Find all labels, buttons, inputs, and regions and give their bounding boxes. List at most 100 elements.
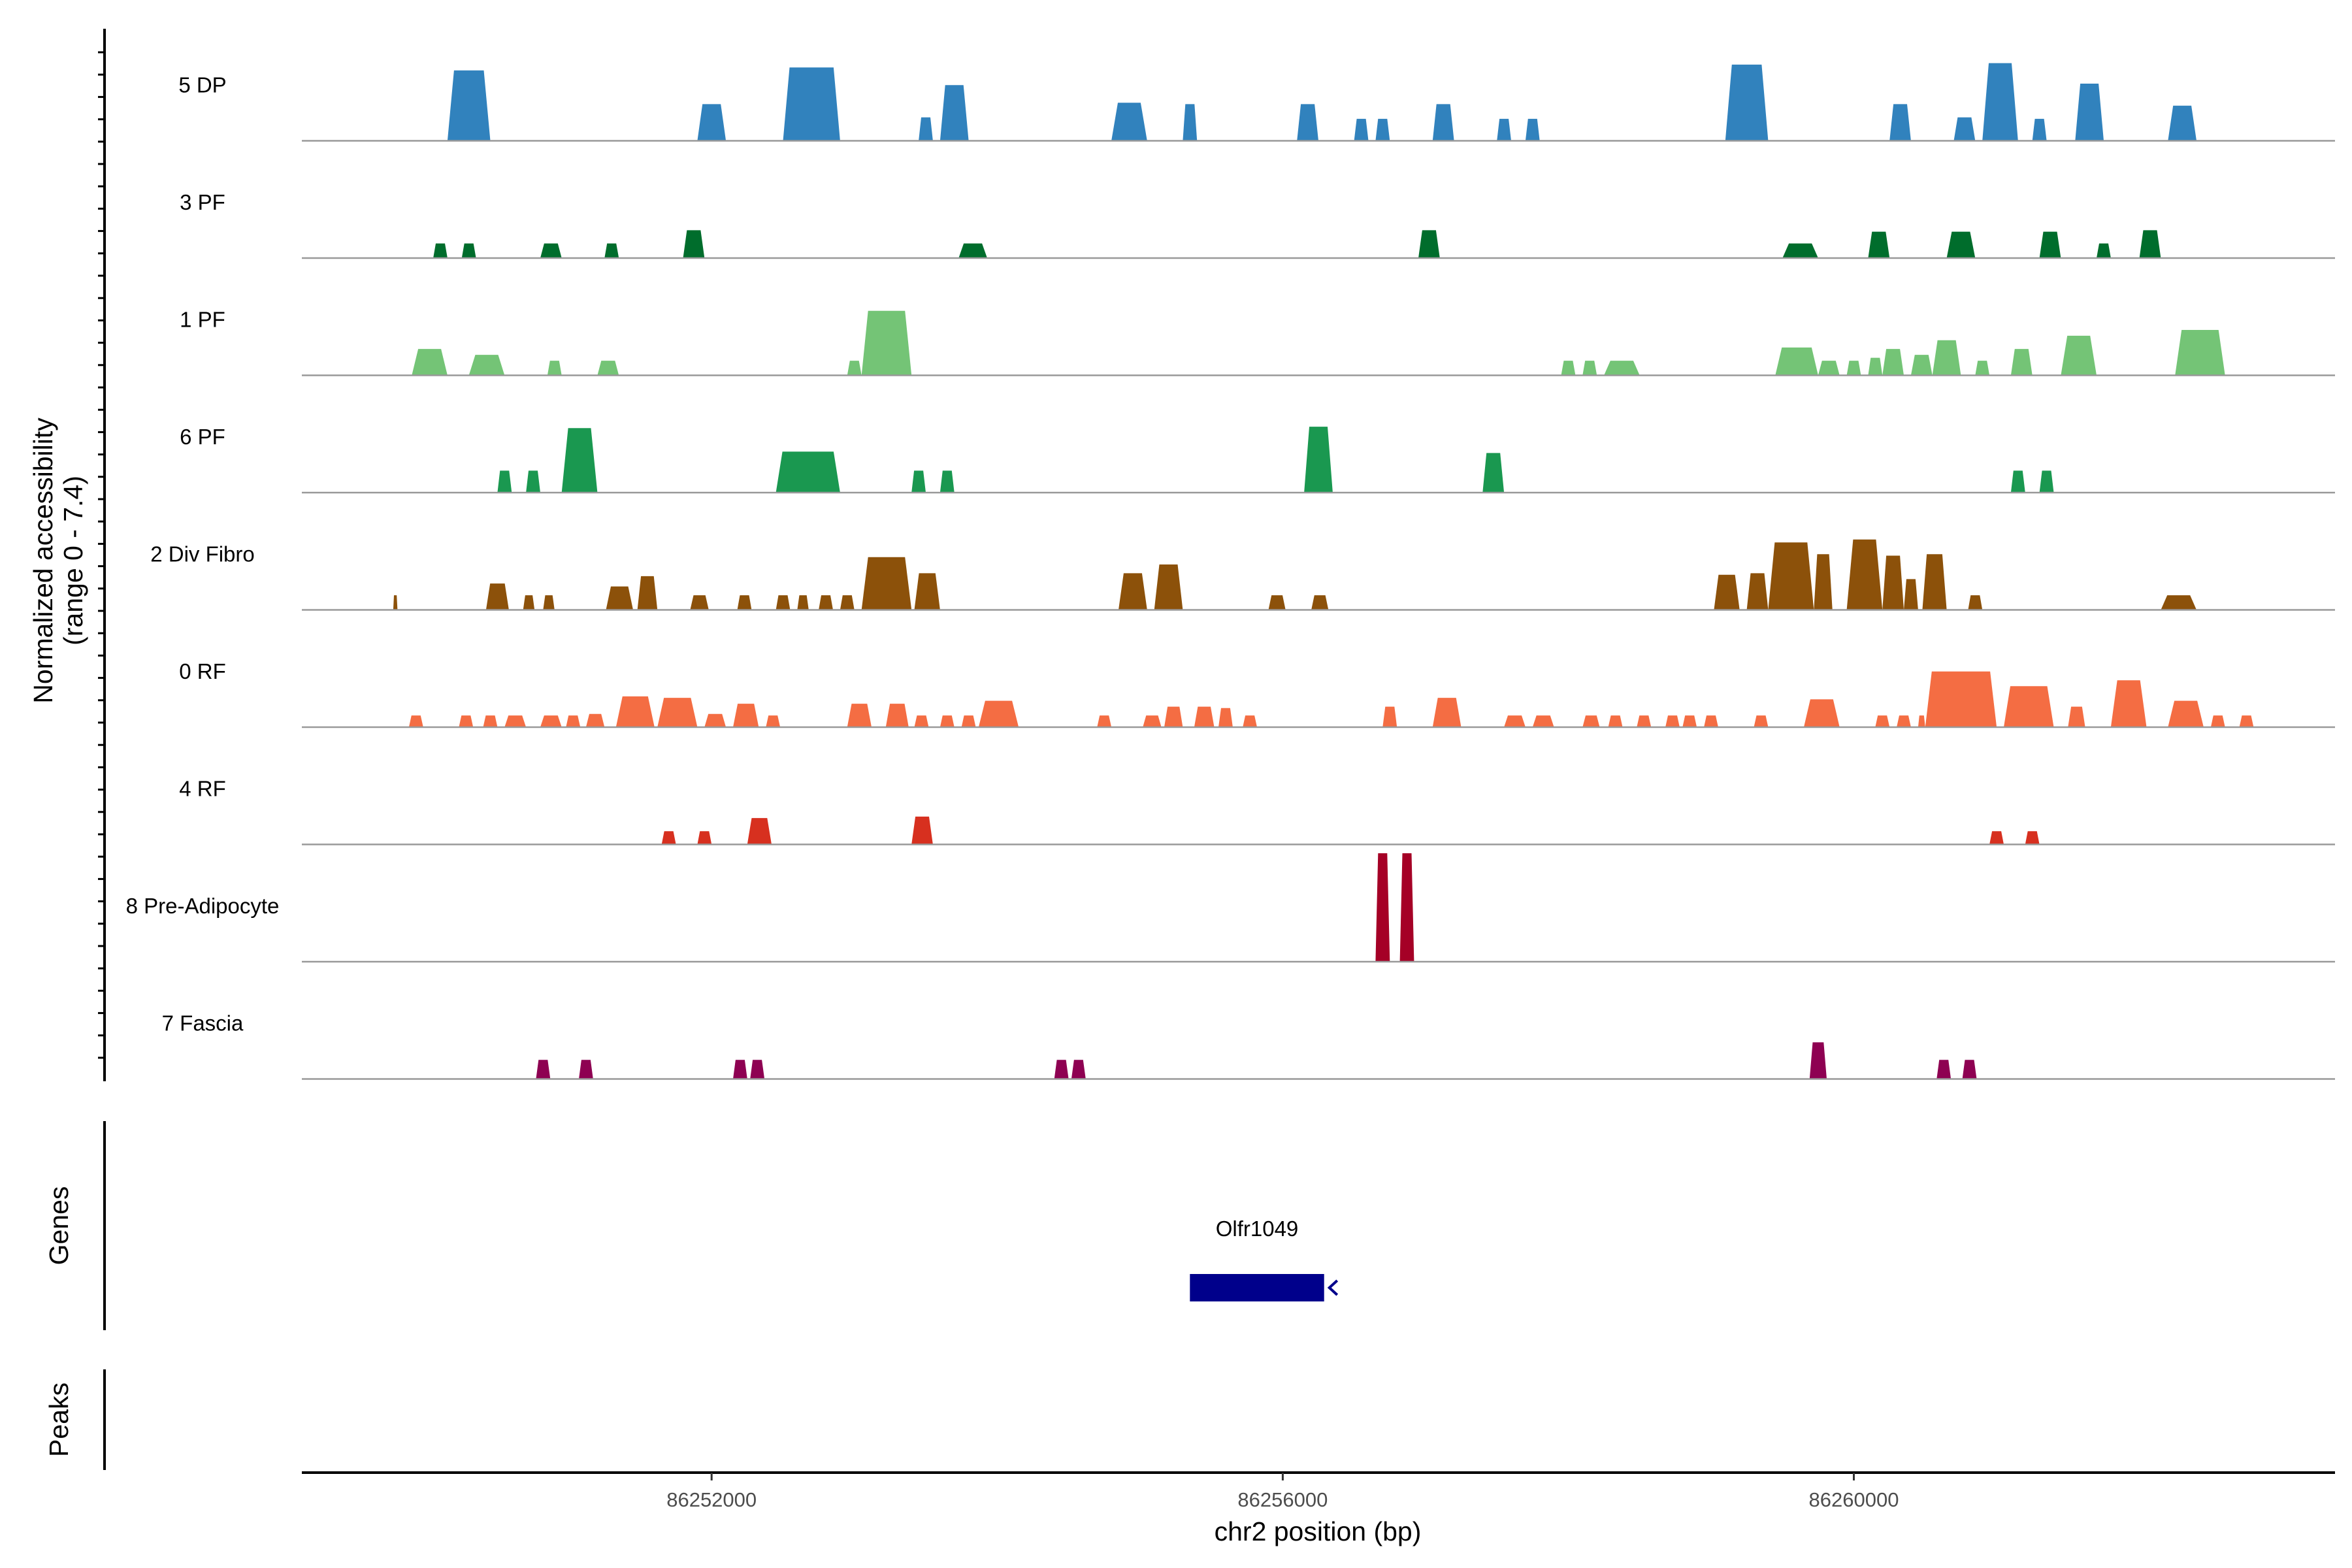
coverage-peak bbox=[2175, 330, 2225, 376]
track-4-rf: 4 RF bbox=[179, 777, 2335, 845]
coverage-peak bbox=[657, 698, 698, 727]
x-tick-label: 86252000 bbox=[666, 1488, 757, 1511]
track-label: 8 Pre-Adipocyte bbox=[126, 894, 280, 918]
track-label: 3 PF bbox=[180, 190, 225, 214]
coverage-peak bbox=[1354, 118, 1369, 141]
coverage-peak bbox=[1882, 555, 1904, 610]
coverage-peak bbox=[536, 1060, 551, 1079]
coverage-peak bbox=[540, 243, 562, 258]
coverage-peak bbox=[1982, 63, 2018, 141]
coverage-peak bbox=[1582, 715, 1600, 727]
coverage-peak bbox=[1532, 715, 1554, 727]
coverage-peak bbox=[1119, 573, 1147, 610]
coverage-peak bbox=[2097, 243, 2111, 258]
coverage-peak bbox=[1846, 361, 1861, 376]
gene-strand-arrow bbox=[1327, 1279, 1339, 1296]
coverage-peak bbox=[1953, 117, 1976, 141]
coverage-peak bbox=[1504, 715, 1526, 727]
coverage-peak bbox=[1882, 349, 1904, 376]
coverage-peak bbox=[697, 104, 727, 141]
coverage-peak bbox=[737, 595, 752, 610]
coverage-peak bbox=[1975, 361, 1990, 376]
coverage-peak bbox=[766, 715, 781, 727]
coverage-peak bbox=[1725, 64, 1769, 141]
coverage-peak bbox=[797, 595, 809, 610]
coverage-peak bbox=[733, 704, 759, 727]
coverage-peak bbox=[1946, 231, 1976, 258]
coverage-peak bbox=[1097, 715, 1112, 727]
track-label: 5 DP bbox=[178, 73, 226, 97]
coverage-peak bbox=[1868, 357, 1883, 376]
coverage-peak bbox=[747, 818, 772, 845]
coverage-peak bbox=[1782, 243, 1818, 258]
gene-exon bbox=[1190, 1274, 1324, 1301]
coverage-peak bbox=[819, 595, 833, 610]
coverage-peak bbox=[1375, 118, 1390, 141]
track-label: 0 RF bbox=[179, 659, 226, 683]
coverage-peak bbox=[2025, 831, 2040, 845]
gene-label: Olfr1049 bbox=[1216, 1217, 1299, 1241]
coverage-peak bbox=[1054, 1060, 1069, 1079]
y-axis-title-line1: Normalized accessibility bbox=[28, 417, 58, 704]
coverage-peak bbox=[1904, 579, 1918, 610]
y-axis-title-line2: (range 0 - 7.4) bbox=[58, 476, 88, 645]
coverage-peak bbox=[1809, 1042, 1827, 1079]
coverage-peak bbox=[540, 715, 562, 727]
coverage-peak bbox=[1637, 715, 1652, 727]
coverage-peak bbox=[459, 715, 474, 727]
genes-panel: Genes Olfr1049 bbox=[44, 1121, 1339, 1330]
coverage-peak bbox=[2039, 231, 2061, 258]
y-axis-title: Normalized accessibility (range 0 - 7.4) bbox=[28, 417, 88, 704]
coverage-peak bbox=[861, 557, 912, 610]
track-label: 6 PF bbox=[180, 425, 225, 449]
coverage-peak bbox=[2061, 335, 2097, 376]
coverage-peak bbox=[606, 586, 633, 610]
coverage-peak bbox=[485, 583, 509, 610]
coverage-peak bbox=[783, 67, 840, 141]
coverage-peak bbox=[1704, 715, 1718, 727]
coverage-peak bbox=[1164, 706, 1183, 727]
coverage-peak bbox=[911, 470, 926, 493]
track-8-pre-adipocyte: 8 Pre-Adipocyte bbox=[126, 853, 2335, 963]
coverage-peak bbox=[1375, 853, 1390, 962]
track-label: 2 Div Fibro bbox=[150, 542, 255, 566]
coverage-peak bbox=[1918, 715, 1925, 727]
track-6-pf: 6 PF bbox=[180, 425, 2335, 494]
coverage-peak bbox=[579, 1060, 593, 1079]
coverage-peak bbox=[1936, 1060, 1952, 1079]
coverage-peak bbox=[497, 470, 512, 493]
coverage-tracks: 5 DP 3 PF 1 PF 6 PF 2 Div Fibro 0 RF 4 RF 8 Pre… bbox=[126, 63, 2335, 1080]
coverage-peak bbox=[1497, 118, 1511, 141]
coverage-peak bbox=[604, 243, 619, 258]
x-axis-title: chr2 position (bp) bbox=[1215, 1516, 1422, 1546]
coverage-peak bbox=[1818, 361, 1840, 376]
coverage-peak bbox=[1714, 574, 1740, 610]
coverage-peak bbox=[1910, 355, 1933, 376]
coverage-peak bbox=[1604, 361, 1640, 376]
coverage-peak bbox=[447, 70, 491, 141]
coverage-peak bbox=[1154, 564, 1183, 610]
coverage-peak bbox=[1525, 118, 1540, 141]
coverage-peak bbox=[697, 831, 712, 845]
coverage-peak bbox=[840, 595, 855, 610]
coverage-peak bbox=[2010, 349, 2033, 376]
coverage-peak bbox=[1897, 715, 1911, 727]
coverage-peak bbox=[393, 595, 398, 610]
coverage-peak bbox=[1297, 104, 1318, 141]
coverage-peak bbox=[939, 715, 955, 727]
track-3-pf: 3 PF bbox=[180, 190, 2335, 259]
genes-panel-title: Genes bbox=[44, 1186, 74, 1266]
gene-models: Olfr1049 bbox=[1190, 1217, 1339, 1301]
coverage-peak bbox=[1989, 831, 2004, 845]
coverage-peak bbox=[483, 715, 498, 727]
coverage-peak bbox=[885, 704, 909, 727]
coverage-peak bbox=[1399, 853, 1414, 962]
coverage-peak bbox=[1665, 715, 1680, 727]
coverage-peak bbox=[1889, 104, 1911, 141]
coverage-peak bbox=[543, 595, 555, 610]
coverage-peak bbox=[847, 704, 872, 727]
coverage-peak bbox=[1418, 230, 1440, 258]
coverage-peak bbox=[597, 361, 619, 376]
